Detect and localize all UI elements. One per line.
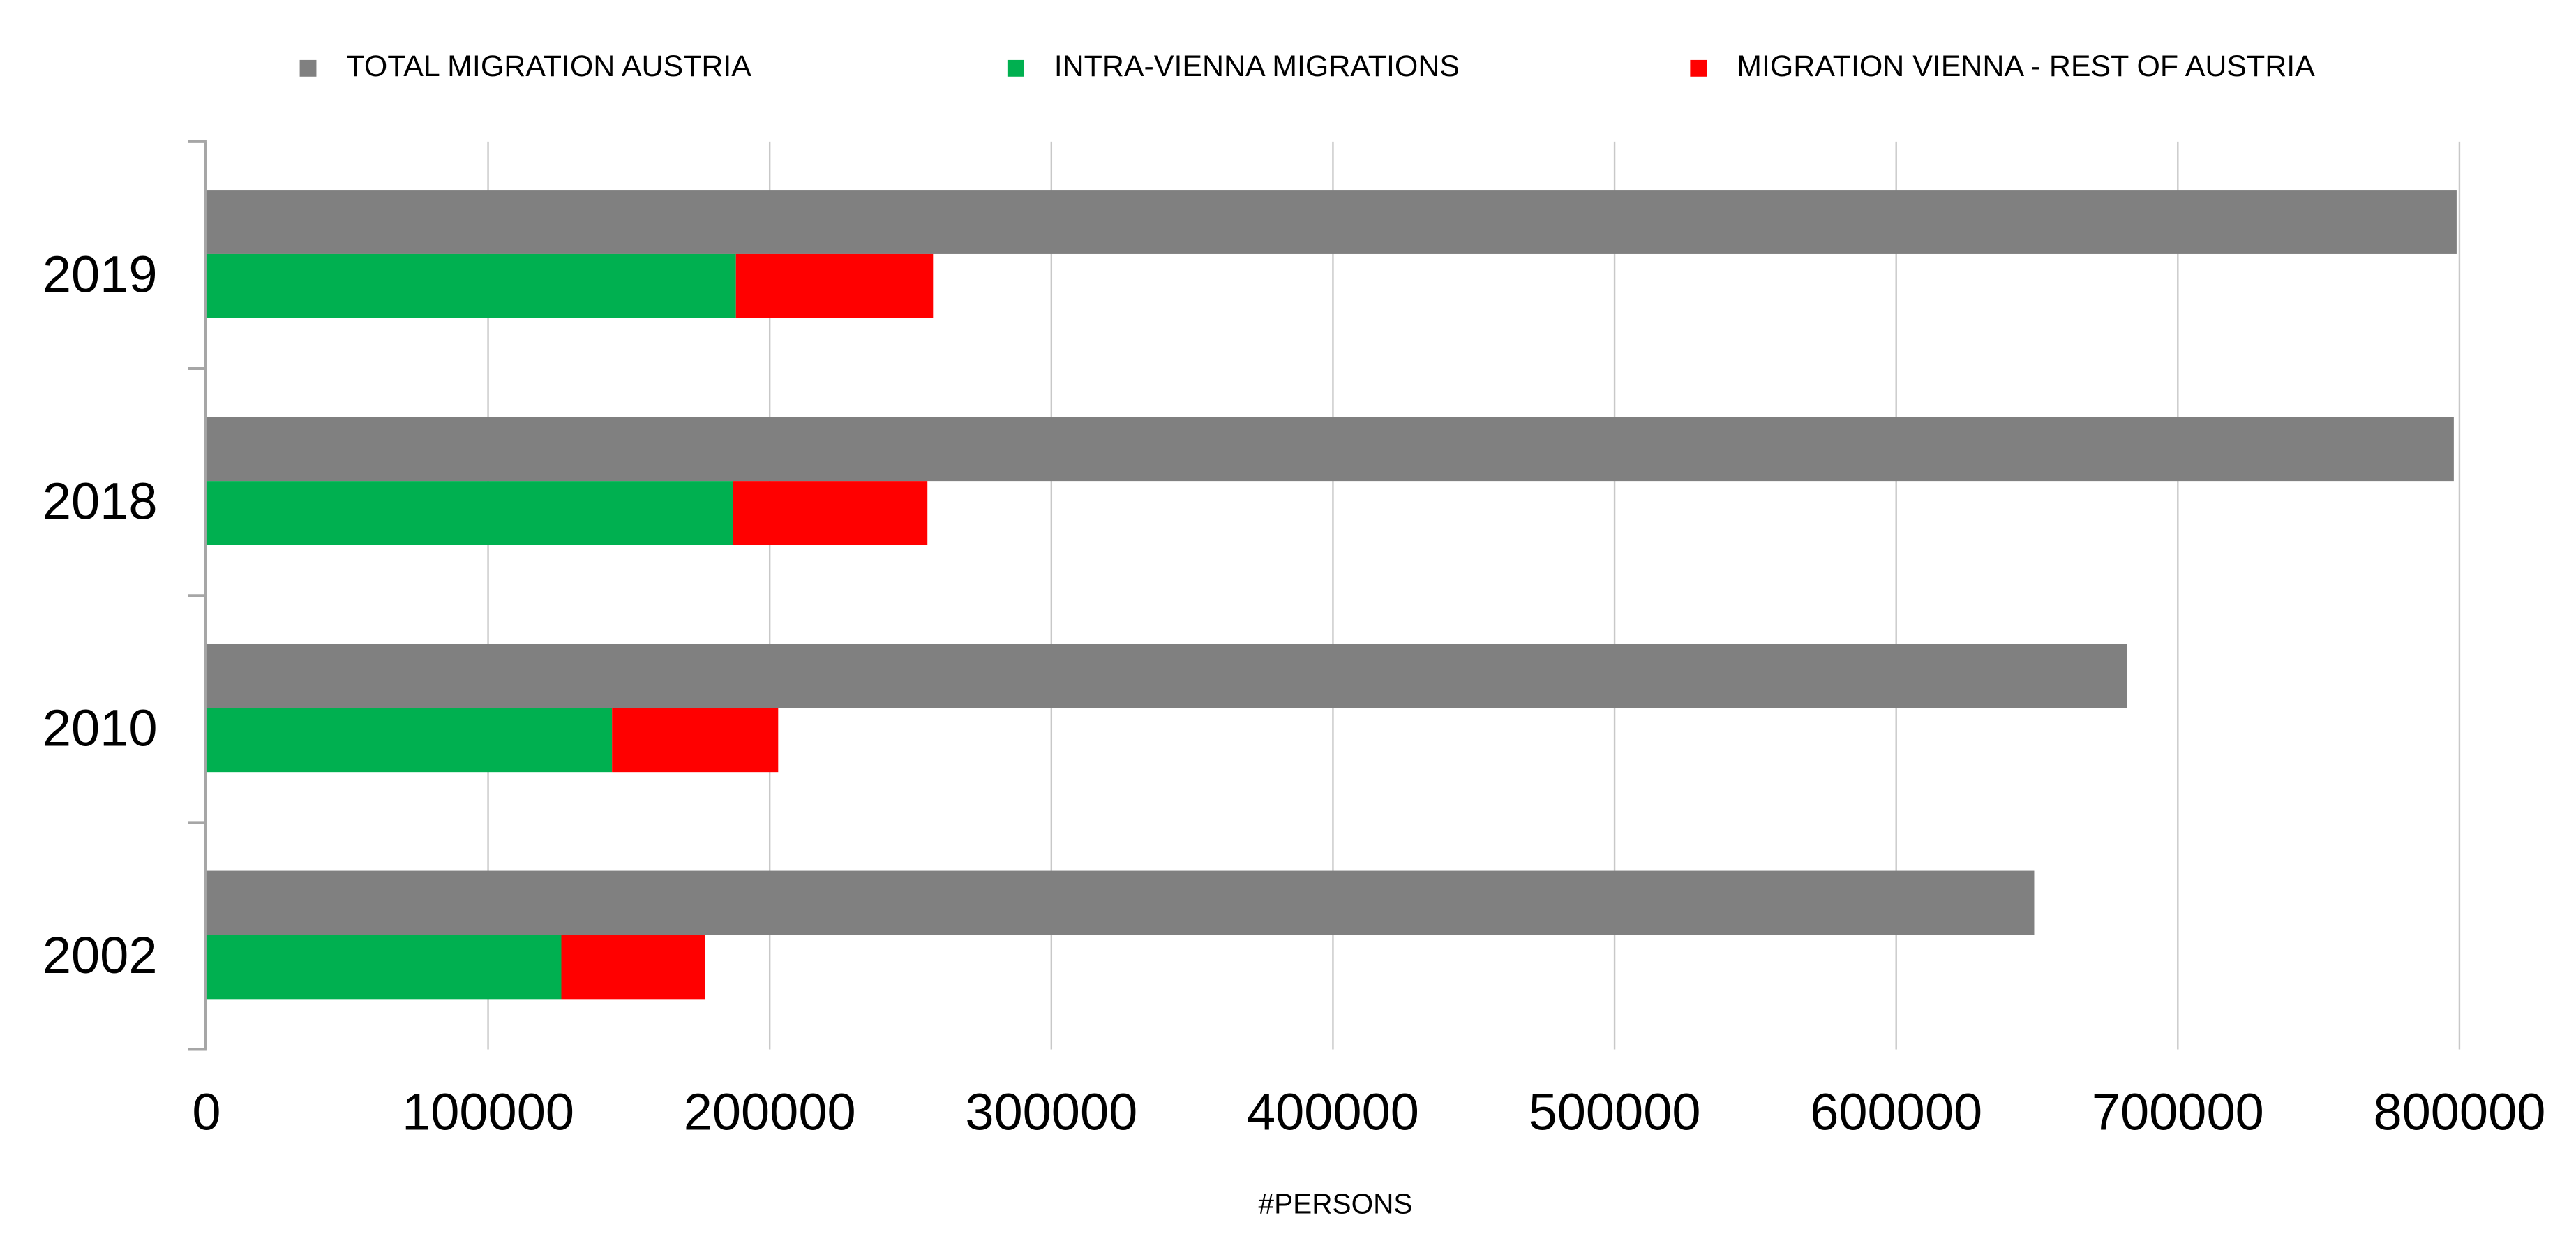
x-tick-label: 600000: [1810, 1083, 1982, 1141]
y-tick-label: 2019: [43, 245, 158, 303]
x-tick-label: 700000: [2092, 1083, 2264, 1141]
x-axis-title: #PERSONS: [1259, 1188, 1413, 1220]
x-tick-label: 0: [192, 1083, 220, 1141]
x-tick-label: 300000: [965, 1083, 1137, 1141]
legend-label: MIGRATION VIENNA - REST OF AUSTRIA: [1737, 50, 2315, 83]
bar: [561, 935, 705, 1000]
bar: [206, 644, 2127, 708]
x-tick-label: 400000: [1247, 1083, 1419, 1141]
x-tick-label: 200000: [684, 1083, 856, 1141]
bar: [735, 253, 934, 318]
y-tick-label: 2002: [43, 926, 158, 984]
bar: [206, 708, 613, 773]
y-tick-label: 2010: [43, 699, 158, 757]
y-tick-label: 2018: [43, 473, 158, 530]
bar: [206, 870, 2035, 935]
bar: [206, 190, 2457, 254]
bar: [206, 253, 736, 318]
legend-swatch: [1007, 59, 1024, 77]
bar: [733, 481, 928, 545]
bar: [206, 935, 562, 1000]
bar: [206, 417, 2454, 482]
bar: [612, 708, 779, 773]
bar: [206, 481, 733, 545]
legend-swatch: [299, 59, 317, 77]
x-tick-label: 500000: [1529, 1083, 1701, 1141]
legend-label: INTRA-VIENNA MIGRATIONS: [1054, 50, 1460, 83]
x-tick-label: 800000: [2374, 1083, 2546, 1141]
x-tick-label: 100000: [402, 1083, 574, 1141]
legend-swatch: [1690, 59, 1707, 77]
legend-label: TOTAL MIGRATION AUSTRIA: [346, 50, 751, 83]
